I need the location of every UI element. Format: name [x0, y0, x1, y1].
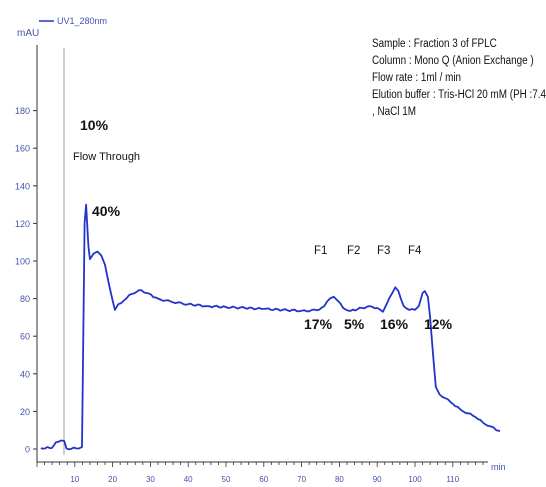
- x-tick-label-80: 80: [335, 475, 344, 484]
- x-tick-label-40: 40: [184, 475, 193, 484]
- y-tick-label-120: 120: [15, 219, 30, 229]
- y-ticks: 0 20 40 60 80 100 120 140 160 180: [15, 106, 37, 455]
- peak-label-f1: F1: [314, 245, 327, 257]
- y-axis: 0 20 40 60 80 100 120 140 160 180 mAU: [15, 28, 39, 462]
- uv-trace-line: [40, 203, 501, 451]
- annotation-10-percent: 10%: [80, 117, 109, 133]
- x-tick-label-110: 110: [446, 475, 459, 484]
- y-tick-label-100: 100: [15, 257, 30, 267]
- y-tick-label-40: 40: [20, 369, 30, 379]
- x-tick-label-70: 70: [297, 475, 306, 484]
- info-sample: Sample : Fraction 3 of FPLC: [372, 38, 497, 50]
- y-tick-label-80: 80: [20, 294, 30, 304]
- annotation-flow-through: Flow Through: [73, 151, 140, 163]
- y-tick-label-0: 0: [25, 445, 30, 455]
- info-nacl: , NaCl 1M: [372, 106, 416, 118]
- info-elution-buffer: Elution buffer : Tris-HCl 20 mM (PH :7.4…: [372, 89, 546, 101]
- y-tick-label-140: 140: [15, 181, 30, 191]
- legend: UV1_280nm: [39, 16, 107, 26]
- annotation-5-percent: 5%: [344, 316, 365, 332]
- annotation-40-percent: 40%: [92, 203, 121, 219]
- x-axis: 10 20 30 40 50 60 70 80 90 100 110 min: [36, 461, 506, 484]
- peak-label-f3: F3: [377, 245, 390, 257]
- x-axis-unit: min: [491, 462, 506, 472]
- annotations: 10% Flow Through 40% 17% 5% 16% 12%: [73, 117, 453, 332]
- info-column: Column : Mono Q (Anion Exchange ): [372, 55, 534, 67]
- x-tick-label-20: 20: [108, 475, 117, 484]
- peak-label-f2: F2: [347, 245, 360, 257]
- y-tick-label-20: 20: [20, 407, 30, 417]
- x-tick-label-10: 10: [70, 475, 79, 484]
- y-axis-unit: mAU: [17, 28, 39, 39]
- annotation-16-percent: 16%: [380, 316, 409, 332]
- y-tick-label-180: 180: [15, 106, 30, 116]
- annotation-12-percent: 12%: [424, 316, 453, 332]
- x-tick-label-60: 60: [259, 475, 268, 484]
- y-tick-label-60: 60: [20, 332, 30, 342]
- x-tick-labels: 10 20 30 40 50 60 70 80 90 100 110: [70, 475, 459, 484]
- legend-label: UV1_280nm: [57, 16, 107, 26]
- x-tick-label-30: 30: [146, 475, 155, 484]
- x-tick-label-90: 90: [373, 475, 382, 484]
- x-ticks: [36, 462, 484, 467]
- annotation-17-percent: 17%: [304, 316, 333, 332]
- x-tick-label-50: 50: [222, 475, 231, 484]
- peak-labels: F1 F2 F3 F4: [314, 245, 422, 257]
- x-tick-label-100: 100: [408, 475, 422, 484]
- run-info-box: Sample : Fraction 3 of FPLC Column : Mon…: [372, 36, 546, 121]
- peak-label-f4: F4: [408, 245, 422, 257]
- info-flow-rate: Flow rate : 1ml / min: [372, 72, 462, 84]
- y-tick-label-160: 160: [15, 144, 30, 154]
